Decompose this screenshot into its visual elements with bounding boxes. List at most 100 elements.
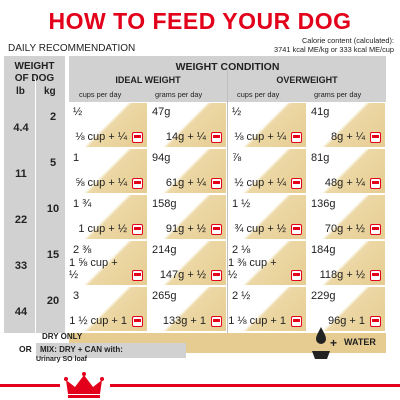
ideal-cups-cell: 1 ⅝ cup + ¼ bbox=[69, 149, 147, 193]
can-icon bbox=[291, 178, 302, 189]
weight-of-dog-body bbox=[4, 102, 65, 333]
dry-cups: ⅞ bbox=[232, 152, 242, 164]
weight-kg: 5 bbox=[49, 157, 57, 169]
dry-grams: 214g bbox=[152, 244, 177, 256]
mix-cups: ½ cup + ¼ bbox=[234, 177, 286, 189]
over-grams-cell: 136g 70g + ½ bbox=[307, 195, 385, 239]
dry-grams: 81g bbox=[311, 152, 330, 164]
can-icon bbox=[211, 270, 222, 281]
water-label: WATER bbox=[344, 337, 376, 347]
weight-column-divider bbox=[35, 79, 36, 333]
can-icon bbox=[132, 316, 143, 327]
dry-grams: 94g bbox=[152, 152, 171, 164]
overweight-header: OVERWEIGHT bbox=[276, 75, 338, 85]
can-icon bbox=[211, 178, 222, 189]
ideal-cups-cell: ½ ⅛ cup + ¼ bbox=[69, 103, 147, 147]
weight-kg: 10 bbox=[46, 203, 60, 215]
over-cups-cell: ⅞ ½ cup + ¼ bbox=[228, 149, 306, 193]
dry-grams: 158g bbox=[152, 198, 177, 210]
mix-cups: 1 cup + ½ bbox=[78, 223, 127, 235]
daily-recommendation-label: DAILY RECOMMENDATION bbox=[8, 43, 136, 54]
legend-mix-text: MIX: DRY + CAN with: bbox=[40, 345, 123, 354]
can-icon bbox=[291, 132, 302, 143]
calorie-line-1: Calorie content (calculated): bbox=[301, 36, 394, 45]
ideal-cups-header: cups per day bbox=[79, 90, 122, 99]
mix-cups: ¾ cup + ½ bbox=[234, 223, 286, 235]
legend-mix: MIX: DRY + CAN with: bbox=[36, 343, 186, 358]
mix-cups: ⅛ cup + ¼ bbox=[75, 131, 127, 143]
dry-cups: 2 ½ bbox=[232, 290, 251, 302]
dry-grams: 265g bbox=[152, 290, 177, 302]
weight-row: 4.4 2 bbox=[4, 102, 65, 148]
mix-grams: 91g + ½ bbox=[165, 223, 206, 235]
footer-line-right bbox=[110, 384, 400, 387]
can-icon bbox=[211, 316, 222, 327]
can-icon bbox=[132, 178, 143, 189]
calorie-line-2: 3741 kcal ME/kg or 333 kcal ME/cup bbox=[274, 45, 394, 54]
ideal-grams-cell: 158g 91g + ½ bbox=[148, 195, 226, 239]
mix-grams: 48g + ¼ bbox=[324, 177, 365, 189]
water-plus: + bbox=[330, 336, 338, 350]
ideal-cups-cell: 1 ¾ 1 cup + ½ bbox=[69, 195, 147, 239]
weight-row: 33 15 bbox=[4, 240, 65, 286]
weight-kg: 2 bbox=[49, 111, 57, 123]
can-icon bbox=[370, 224, 381, 235]
weight-lb: 44 bbox=[14, 306, 28, 318]
table-header: WEIGHT CONDITION IDEAL WEIGHT OVERWEIGHT… bbox=[69, 56, 386, 102]
weight-condition-divider bbox=[227, 68, 228, 333]
can-icon bbox=[291, 316, 302, 327]
weight-lb: 33 bbox=[14, 260, 28, 272]
royal-canin-crown-logo bbox=[64, 372, 104, 398]
water-bowl-icon bbox=[312, 327, 330, 359]
mix-cups: ⅛ cup + ¼ bbox=[234, 131, 286, 143]
over-grams-cell: 81g 48g + ¼ bbox=[307, 149, 385, 193]
mix-grams: 14g + ¼ bbox=[165, 131, 206, 143]
dry-cups: ½ bbox=[73, 106, 83, 118]
mix-cups: 1 ⅜ cup + ½ bbox=[228, 257, 277, 281]
mix-cups: ⅝ cup + ¼ bbox=[75, 177, 127, 189]
can-icon bbox=[370, 132, 381, 143]
dry-grams: 229g bbox=[311, 290, 336, 302]
dry-grams: 41g bbox=[311, 106, 330, 118]
over-grams-cell: 41g 8g + ¼ bbox=[307, 103, 385, 147]
weight-row: 22 10 bbox=[4, 194, 65, 240]
mix-cups: 1 ⅛ cup + 1 bbox=[228, 315, 286, 327]
mix-grams: 8g + ¼ bbox=[331, 131, 365, 143]
weight-row: 44 20 bbox=[4, 286, 65, 332]
ideal-grams-cell: 214g 147g + ½ bbox=[148, 241, 226, 285]
over-cups-cell: ½ ⅛ cup + ¼ bbox=[228, 103, 306, 147]
legend-urinary: Urinary SO loaf bbox=[36, 356, 87, 363]
unit-lb: lb bbox=[16, 86, 25, 97]
weight-lb: 22 bbox=[14, 214, 28, 226]
dry-cups: ½ bbox=[232, 106, 242, 118]
over-cups-cell: 1 ½ ¾ cup + ½ bbox=[228, 195, 306, 239]
dry-grams: 136g bbox=[311, 198, 336, 210]
ideal-grams-cell: 265g 133g + 1 bbox=[148, 287, 226, 331]
weight-of-dog-text: WEIGHT OF DOG bbox=[14, 61, 55, 84]
mix-grams: 133g + 1 bbox=[162, 315, 206, 327]
ideal-grams-header: grams per day bbox=[155, 90, 203, 99]
weight-lb: 4.4 bbox=[13, 122, 29, 134]
ideal-grams-cell: 94g 61g + ¼ bbox=[148, 149, 226, 193]
ideal-weight-header: IDEAL WEIGHT bbox=[115, 75, 181, 85]
can-icon bbox=[291, 270, 302, 281]
over-grams-header: grams per day bbox=[314, 90, 362, 99]
dry-cups: 2 ⅜ bbox=[73, 244, 92, 256]
weight-lb: 11 bbox=[15, 168, 27, 180]
legend-or: OR bbox=[19, 344, 32, 354]
over-grams-cell: 184g 118g + ½ bbox=[307, 241, 385, 285]
can-icon bbox=[370, 178, 381, 189]
dry-cups: 3 bbox=[73, 290, 80, 302]
calorie-content: Calorie content (calculated): 3741 kcal … bbox=[274, 36, 394, 54]
unit-kg: kg bbox=[44, 86, 56, 97]
dry-cups: 1 bbox=[73, 152, 80, 164]
mix-grams: 61g + ¼ bbox=[165, 177, 206, 189]
weight-of-dog-header: WEIGHT OF DOG lb kg bbox=[4, 56, 65, 102]
footer-line-left bbox=[0, 384, 60, 387]
can-icon bbox=[132, 270, 143, 281]
weight-row: 11 5 bbox=[4, 148, 65, 194]
over-grams-cell: 229g 96g + 1 bbox=[307, 287, 385, 331]
dry-grams: 47g bbox=[152, 106, 171, 118]
